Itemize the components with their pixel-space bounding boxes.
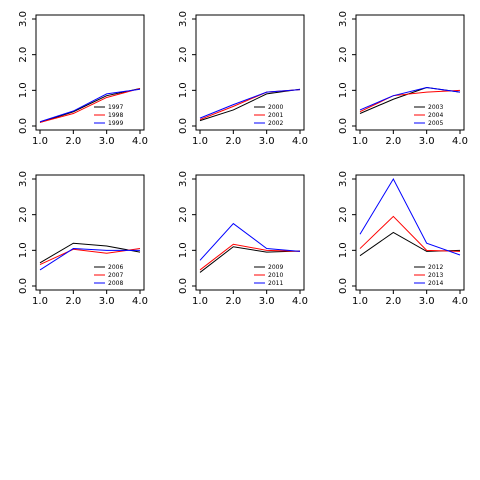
plot-frame <box>195 174 305 291</box>
x-tick-label: 3.0 <box>259 136 275 147</box>
y-tick-label: 3.0 <box>178 11 189 27</box>
x-tick-label: 2.0 <box>225 136 241 147</box>
y-tick-label: 3.0 <box>338 171 349 187</box>
x-tick-label: 3.0 <box>259 296 275 307</box>
series-line-2011 <box>199 222 301 261</box>
y-tick-label: 3.0 <box>338 11 349 27</box>
legend-label: 2008 <box>108 280 123 287</box>
y-tick-label: 0.0 <box>338 278 349 294</box>
series-line-1998 <box>39 88 141 123</box>
series-line-2005 <box>359 86 461 111</box>
legend-label: 2009 <box>268 264 283 271</box>
y-tick-label: 1.0 <box>338 242 349 258</box>
x-tick-label: 3.0 <box>99 136 115 147</box>
plot-frame <box>35 14 145 131</box>
x-tick-label: 1.0 <box>32 296 48 307</box>
y-tick-label: 3.0 <box>178 171 189 187</box>
x-tick-label: 4.0 <box>292 296 308 307</box>
y-tick-label: 2.0 <box>338 207 349 223</box>
series-line-2012 <box>359 231 461 257</box>
legend-label: 2011 <box>268 280 283 287</box>
series-line-2008 <box>39 248 140 271</box>
x-tick-label: 2.0 <box>65 136 81 147</box>
y-tick-label: 0.0 <box>18 118 29 134</box>
series-line-2010 <box>199 243 301 271</box>
x-tick-label: 3.0 <box>419 296 435 307</box>
series-line-2014 <box>359 177 461 256</box>
x-tick-label: 4.0 <box>452 136 468 147</box>
legend-label: 2003 <box>428 104 443 111</box>
x-tick-label: 3.0 <box>419 136 435 147</box>
x-tick-label: 1.0 <box>352 136 368 147</box>
series-line-2013 <box>359 215 461 252</box>
series-line-2000 <box>199 88 301 122</box>
y-tick-label: 1.0 <box>338 82 349 98</box>
x-tick-label: 2.0 <box>225 296 241 307</box>
x-tick-label: 4.0 <box>132 136 148 147</box>
y-tick-label: 2.0 <box>178 47 189 63</box>
y-tick-label: 0.0 <box>178 278 189 294</box>
plot-frame <box>195 14 305 131</box>
x-tick-label: 2.0 <box>385 296 401 307</box>
series-line-1997 <box>39 88 141 123</box>
series-line-2006 <box>39 242 141 264</box>
y-tick-label: 2.0 <box>18 207 29 223</box>
series-line-2004 <box>359 89 461 113</box>
legend-label: 2007 <box>108 272 123 279</box>
legend-label: 2004 <box>428 112 443 119</box>
x-tick-label: 1.0 <box>192 136 208 147</box>
x-tick-label: 4.0 <box>452 296 468 307</box>
legend-label: 2010 <box>268 272 283 279</box>
legend-label: 2014 <box>428 280 443 287</box>
y-tick-label: 0.0 <box>178 118 189 134</box>
legend-label: 2000 <box>268 104 283 111</box>
legend-label: 1997 <box>108 104 123 111</box>
y-tick-label: 2.0 <box>178 207 189 223</box>
x-tick-label: 4.0 <box>292 136 308 147</box>
x-tick-label: 2.0 <box>65 296 81 307</box>
legend-label: 2002 <box>268 120 283 127</box>
x-tick-label: 1.0 <box>352 296 368 307</box>
x-tick-label: 3.0 <box>99 296 115 307</box>
plot-frame <box>355 174 465 291</box>
legend-label: 2013 <box>428 272 443 279</box>
plot-frame <box>355 14 465 131</box>
legend-label: 2005 <box>428 120 443 127</box>
y-tick-label: 3.0 <box>18 171 29 187</box>
series-line-2009 <box>199 246 301 273</box>
y-tick-label: 2.0 <box>338 47 349 63</box>
legend-label: 2012 <box>428 264 443 271</box>
series-line-1999 <box>39 88 141 123</box>
x-tick-label: 2.0 <box>385 136 401 147</box>
x-tick-label: 1.0 <box>32 136 48 147</box>
y-tick-label: 1.0 <box>18 242 29 258</box>
series-line-2001 <box>199 89 301 121</box>
series-line-2002 <box>199 89 301 119</box>
y-tick-label: 3.0 <box>18 11 29 27</box>
series-line-2007 <box>39 248 141 266</box>
y-tick-label: 0.0 <box>338 118 349 134</box>
y-tick-label: 1.0 <box>18 82 29 98</box>
y-tick-label: 2.0 <box>18 47 29 63</box>
y-tick-label: 0.0 <box>18 278 29 294</box>
legend-label: 2006 <box>108 264 123 271</box>
legend-label: 1999 <box>108 120 123 127</box>
legend-label: 1998 <box>108 112 123 119</box>
y-tick-label: 1.0 <box>178 82 189 98</box>
legend-label: 2001 <box>268 112 283 119</box>
x-tick-label: 4.0 <box>132 296 148 307</box>
y-tick-label: 1.0 <box>178 242 189 258</box>
x-tick-label: 1.0 <box>192 296 208 307</box>
plot-frame <box>35 174 145 291</box>
